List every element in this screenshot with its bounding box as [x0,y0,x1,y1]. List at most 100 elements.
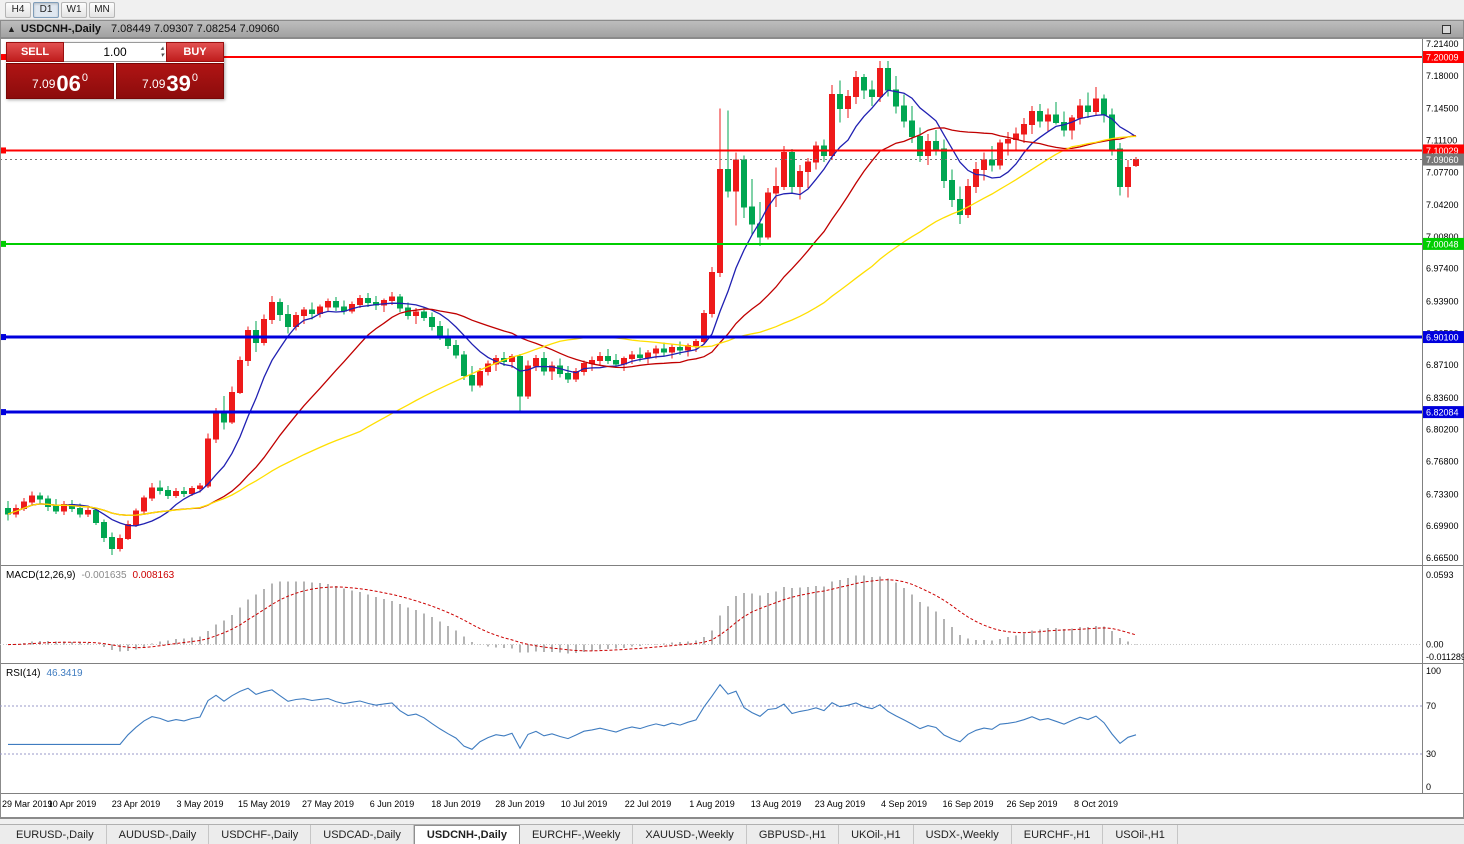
chart-background [0,38,1464,818]
candle-body [925,140,931,156]
sell-button[interactable]: SELL [6,42,64,62]
ma-line-45 [7,135,1137,516]
date-axis-label: 27 May 2019 [302,799,354,809]
tab-usoil-h1[interactable]: USOil-,H1 [1103,825,1178,844]
price-badge-7.20009 [1423,51,1464,64]
bid-price-badge [1423,153,1464,166]
date-axis-label: 3 May 2019 [176,799,223,809]
date-axis-label: 8 Oct 2019 [1074,799,1118,809]
macd-axis-min: -0.011289 [1426,652,1464,662]
candle-body [141,497,147,512]
volume-value: 1.00 [103,45,127,59]
tab-usdchf-daily[interactable]: USDCHF-,Daily [209,825,312,844]
candle-body [917,136,923,156]
candle-body [37,495,43,500]
candle-body [1021,124,1027,135]
timeframe-button-w1[interactable]: W1 [61,1,87,18]
candle-body [605,356,611,361]
one-click-trading-panel: SELL 1.00 ▴ ▾ BUY 7.09 06 0 7.09 39 0 [6,42,224,99]
chart-title-symbol: USDCNH-,Daily [20,23,101,35]
tab-usdx-weekly[interactable]: USDX-,Weekly [914,825,1012,844]
timeframe-button-d1[interactable]: D1 [33,1,59,18]
candle-body [149,487,155,499]
tab-usdcnh-daily[interactable]: USDCNH-,Daily [413,825,520,844]
tab-eurchf-weekly[interactable]: EURCHF-,Weekly [520,825,634,844]
price-axis-label: 6.80200 [1426,425,1459,435]
date-axis-label: 22 Jul 2019 [625,799,672,809]
price-axis-label: 6.93900 [1426,296,1459,306]
candle-body [397,296,403,309]
candle-body [1029,110,1035,126]
date-axis-label: 28 Jun 2019 [495,799,545,809]
candle-body [197,485,203,490]
candle-body [309,309,315,315]
candle-body [597,356,603,361]
candle-body [365,298,371,303]
sell-price-big: 06 [56,71,81,96]
candle-body [381,300,387,306]
volume-spin-down-icon[interactable]: ▾ [160,52,164,59]
candle-body [117,537,123,550]
candle-body [733,159,739,192]
price-badge-6.90100 [1423,331,1464,344]
candle-body [765,192,771,238]
candle-body [245,329,251,361]
window-restore-icon[interactable] [1442,24,1451,34]
candle-body [949,180,955,200]
rsi-axis-label: 70 [1426,701,1436,711]
rsi-axis-label: 100 [1426,666,1441,676]
candle-body [517,356,523,397]
candle-body [469,374,475,386]
tab-eurusd-daily[interactable]: EURUSD-,Daily [4,825,107,844]
candle-body [1037,110,1043,122]
buy-price-button[interactable]: 7.09 39 0 [116,63,224,99]
tab-usdcad-daily[interactable]: USDCAD-,Daily [311,825,414,844]
candle-body [997,142,1003,166]
volume-field[interactable]: 1.00 ▴ ▾ [64,42,166,62]
candle-body [933,140,939,150]
timeframe-button-mn[interactable]: MN [89,1,115,18]
candle-body [829,94,835,156]
candle-body [53,506,59,512]
symbol-tabbar: EURUSD-,Daily AUDUSD-,Daily USDCHF-,Daily U… [0,824,1464,844]
price-axis-label: 7.00800 [1426,232,1459,242]
candle-body [549,365,555,372]
candle-body [173,491,179,496]
tab-eurchf-h1[interactable]: EURCHF-,H1 [1012,825,1104,844]
price-axis-label: 6.76800 [1426,457,1459,467]
candle-body [741,159,747,208]
volume-spin-up-icon[interactable]: ▴ [160,45,164,52]
chart-title-ohlc: 7.08449 7.09307 7.08254 7.09060 [111,23,280,35]
candle-body [845,95,851,110]
buy-button[interactable]: BUY [166,42,224,62]
candle-body [989,159,995,166]
candle-body [805,161,811,172]
candle-body [573,371,579,380]
candle-body [941,148,947,182]
bid-price-badge-text: 7.09060 [1426,155,1459,165]
chart-canvas[interactable]: 7.21400 7.18000 7.14500 7.11100 7.07700 7.042… [0,38,1464,818]
tab-audusd-daily[interactable]: AUDUSD-,Daily [107,825,210,844]
price-badge-6.82084-text: 6.82084 [1426,408,1459,418]
timeframe-button-h4[interactable]: H4 [5,1,31,18]
candle-body [1101,98,1107,116]
candle-body [333,300,339,308]
tab-xauusd-weekly[interactable]: XAUUSD-,Weekly [633,825,747,844]
candle-body [901,105,907,122]
tab-ukoil-h1[interactable]: UKOil-,H1 [839,825,914,844]
candle-body [557,365,563,375]
candle-body [869,89,875,97]
candle-body [1117,148,1123,187]
candle-body [637,354,643,359]
sell-price-base: 7.09 [32,77,56,91]
line-anchor-icon [0,334,6,341]
tab-gbpusd-h1[interactable]: GBPUSD-,H1 [747,825,840,844]
candle-body [29,495,35,503]
candle-body [181,491,187,494]
candle-body [677,346,683,351]
sell-price-button[interactable]: 7.09 06 0 [6,63,114,99]
candle-body [1109,114,1115,150]
candle-body [413,311,419,317]
price-axis-label: 7.14500 [1426,104,1459,114]
trade-panel-toggle-icon[interactable]: ▲ [7,24,16,34]
